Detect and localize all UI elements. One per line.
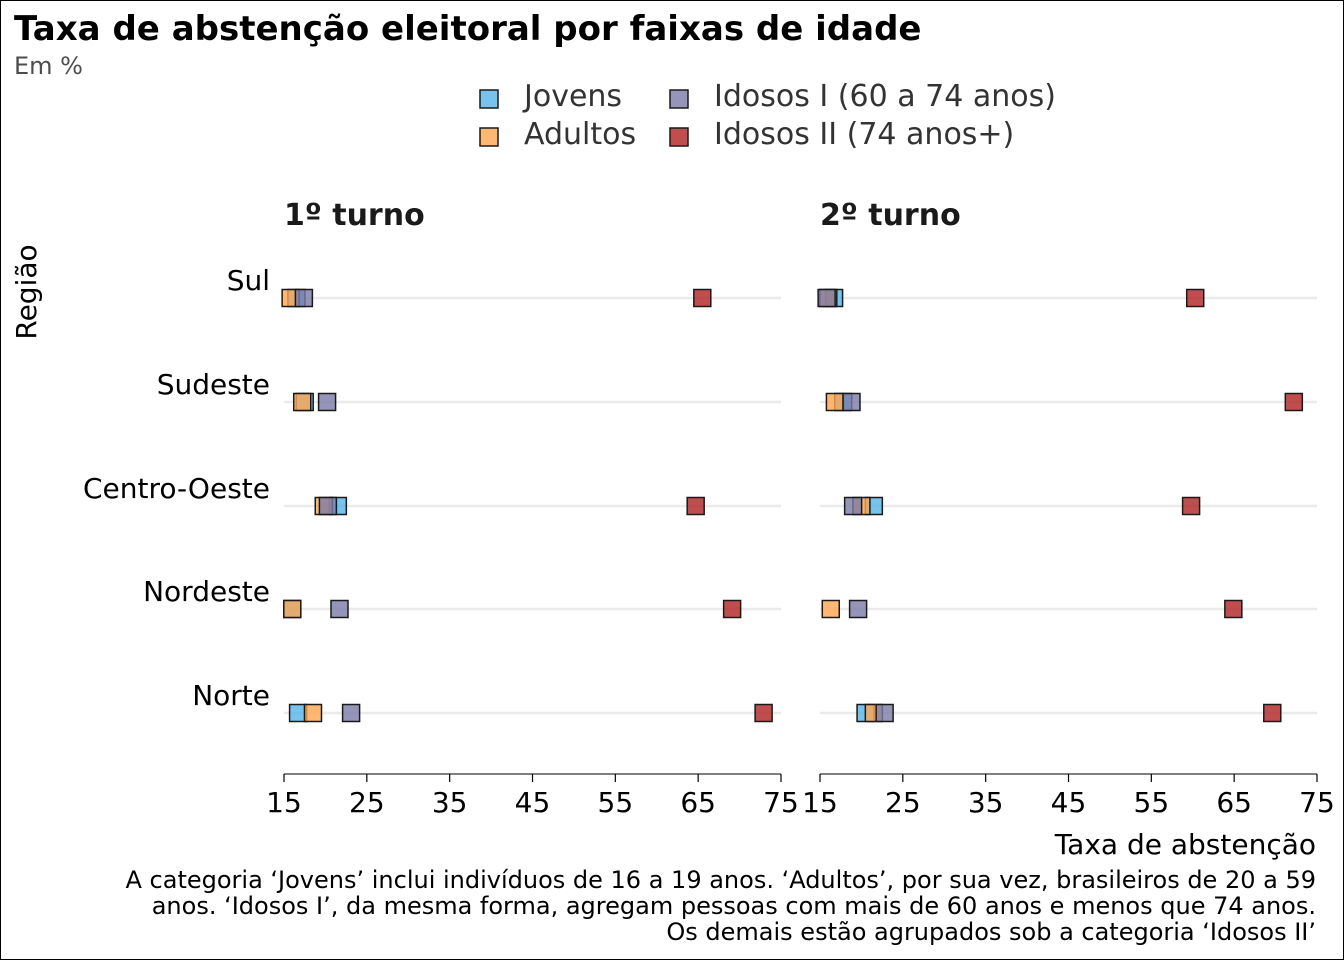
panel-2-point-idosos-i-60-a-74-anos-sudeste <box>842 392 861 412</box>
panel-2-point-adultos-sudeste <box>825 392 845 412</box>
panel-2-tick-label-75: 75 <box>1299 786 1335 819</box>
panel-1-point-adultos-nordeste <box>283 599 302 619</box>
chart-subtitle: Em % <box>14 52 83 80</box>
caption-line-3: Os demais estão agrupados sob a categori… <box>666 918 1316 946</box>
panel-1-point-idosos-ii-74-anos-sul <box>693 288 712 308</box>
panels: Sul Sudeste Centro-Oeste Nordeste Norte 1º tu… <box>83 198 1335 819</box>
panel-1-point-idosos-ii-74-anos-centro-oeste <box>686 496 705 516</box>
legend-label-jovens: Jovens <box>522 79 622 114</box>
panel-1-tick-label-25: 25 <box>349 786 385 819</box>
caption-line-2: anos. ‘Idosos I’, da mesma forma, agrega… <box>152 892 1316 920</box>
panel-2-tick-label-25: 25 <box>885 786 921 819</box>
panel-1-point-idosos-i-60-a-74-anos-sul <box>294 288 314 308</box>
panel-1-point-idosos-ii-74-anos-norte <box>754 703 773 723</box>
panel-2-label: 2º turno <box>820 198 961 233</box>
panel-1-tick-label-35: 35 <box>432 786 468 819</box>
panel-2-tick-label-65: 65 <box>1216 786 1252 819</box>
panel-2-point-idosos-i-60-a-74-anos-nordeste <box>848 599 868 619</box>
chart-title: Taxa de abstenção eleitoral por faixas d… <box>14 9 921 49</box>
panel-1-tick-label-45: 45 <box>515 786 551 819</box>
panel-2-tick-label-35: 35 <box>968 786 1004 819</box>
panel-2-tick-label-55: 55 <box>1134 786 1170 819</box>
row-label-centro-oeste: Centro-Oeste <box>83 472 270 505</box>
y-axis-title: Região <box>10 244 43 339</box>
legend-key-idosos-ii-74-anos <box>669 127 689 147</box>
row-label-norte: Norte <box>192 679 270 712</box>
panel-1-point-idosos-i-60-a-74-anos-sudeste <box>317 392 337 412</box>
panel-2-tick-label-15: 15 <box>802 786 838 819</box>
legend-key-idosos-i-60-a-74-anos <box>669 89 689 109</box>
legend-label-adultos: Adultos <box>524 117 636 152</box>
legend-key-jovens <box>479 89 499 109</box>
row-label-nordeste: Nordeste <box>143 575 270 608</box>
panel-2-point-idosos-ii-74-anos-sudeste <box>1284 392 1304 412</box>
legend-label-idosos-ii-74-anos: Idosos II (74 anos+) <box>714 117 1014 152</box>
legend-label-idosos-i-60-a-74-anos: Idosos I (60 a 74 anos) <box>714 79 1056 114</box>
panel-1-tick-label-75: 75 <box>763 786 799 819</box>
panel-1-label: 1º turno <box>284 198 425 233</box>
panel-1-point-adultos-norte <box>303 703 323 723</box>
panel-2-point-idosos-i-60-a-74-anos-sul <box>817 288 836 308</box>
panel-2-point-idosos-i-60-a-74-anos-norte <box>875 703 894 723</box>
caption-line-1: A categoria ‘Jovens’ inclui indivíduos d… <box>126 866 1317 894</box>
panel-1-point-idosos-i-60-a-74-anos-norte <box>341 703 361 723</box>
panel-1-point-adultos-sudeste <box>292 392 312 412</box>
row-label-sul: Sul <box>227 264 270 297</box>
panel-1-point-idosos-ii-74-anos-nordeste <box>722 599 742 619</box>
panel-1-point-idosos-i-60-a-74-anos-centro-oeste <box>318 496 338 516</box>
legend-key-adultos <box>479 127 499 147</box>
row-label-sudeste: Sudeste <box>157 368 270 401</box>
panel-2-tick-label-45: 45 <box>1051 786 1087 819</box>
panel-2-point-idosos-ii-74-anos-centro-oeste <box>1181 496 1201 516</box>
panel-1-point-idosos-i-60-a-74-anos-nordeste <box>330 599 349 619</box>
panel-2-point-idosos-ii-74-anos-sul <box>1185 288 1205 308</box>
panel-1-tick-label-65: 65 <box>680 786 716 819</box>
panel-2-point-idosos-i-60-a-74-anos-centro-oeste <box>843 496 863 516</box>
panel-1-tick-label-55: 55 <box>598 786 634 819</box>
panel-2-point-adultos-nordeste <box>821 599 841 619</box>
panel-2-point-idosos-ii-74-anos-norte <box>1263 703 1282 723</box>
panel-2-point-idosos-ii-74-anos-nordeste <box>1224 599 1243 619</box>
panel-1-tick-label-15: 15 <box>266 786 302 819</box>
x-axis-title: Taxa de abstenção <box>1054 828 1316 861</box>
